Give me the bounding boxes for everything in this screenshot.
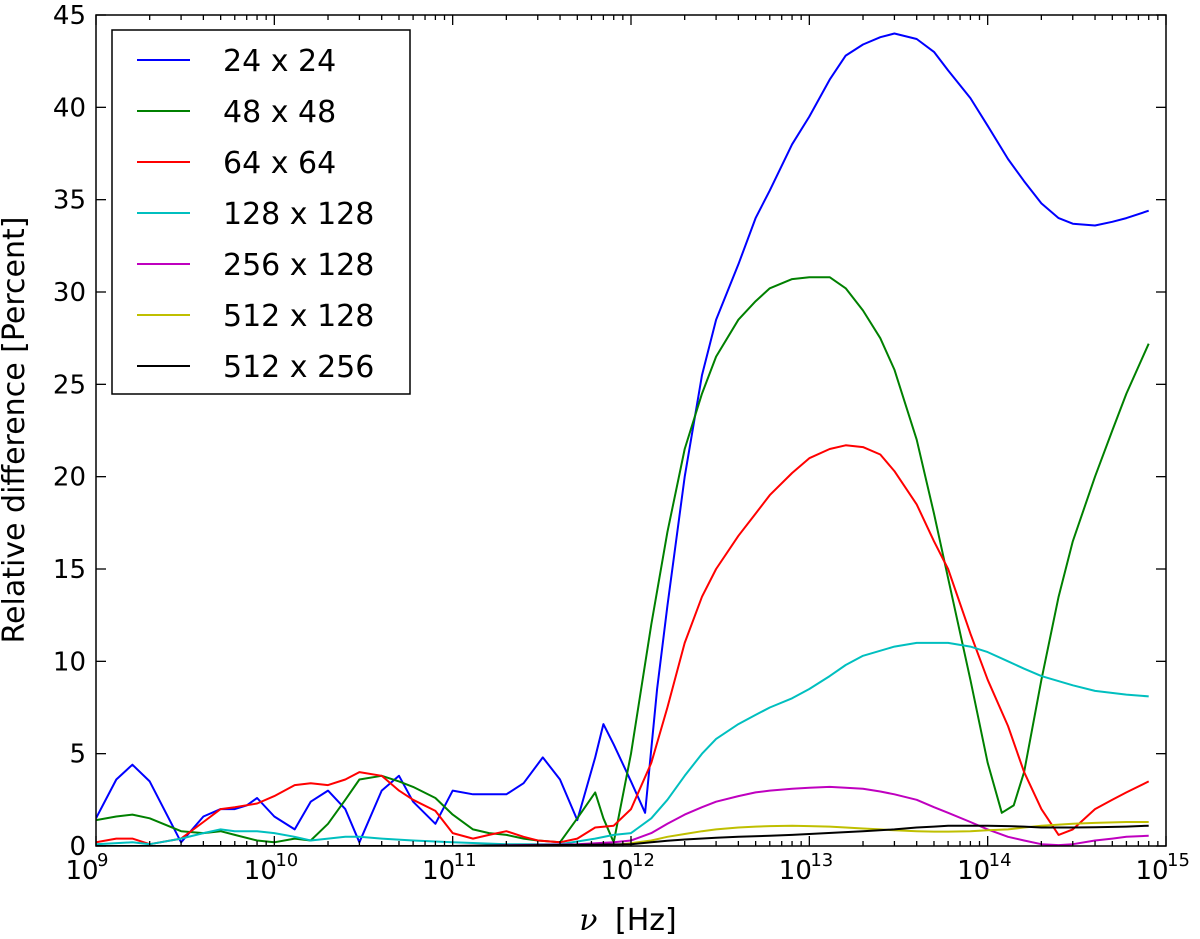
x-tick-exponent: 11 xyxy=(454,850,477,871)
y-tick-label: 5 xyxy=(69,740,86,770)
x-axis-symbol: ν xyxy=(579,903,597,938)
y-tick-label: 45 xyxy=(53,1,86,31)
x-tick-exponent: 13 xyxy=(810,850,833,871)
x-tick-label: 10 xyxy=(244,856,277,886)
y-tick-label: 10 xyxy=(53,647,86,677)
legend-label-7: 512 x 256 xyxy=(223,350,374,385)
y-tick-label: 40 xyxy=(53,93,86,123)
y-tick-label: 15 xyxy=(53,555,86,585)
series-line-6 xyxy=(96,821,1149,846)
x-tick-exponent: 9 xyxy=(97,850,108,871)
legend-label-3: 64 x 64 xyxy=(223,146,336,181)
legend-label-5: 256 x 128 xyxy=(223,248,374,283)
x-tick-label: 10 xyxy=(422,856,455,886)
y-tick-label: 30 xyxy=(53,278,86,308)
series-line-1 xyxy=(96,32,1150,844)
y-tick-label: 20 xyxy=(53,463,86,493)
x-tick-label: 10 xyxy=(779,856,812,886)
axis-ticks xyxy=(95,14,1167,847)
series-line-5 xyxy=(96,785,1149,846)
series-line-3 xyxy=(96,444,1150,846)
legend-label-4: 128 x 128 xyxy=(223,197,374,232)
x-axis-unit: [Hz] xyxy=(615,903,677,938)
x-axis-label: ν [Hz] xyxy=(579,903,677,938)
legend-label-2: 48 x 48 xyxy=(223,95,336,130)
x-tick-label: 10 xyxy=(1135,856,1168,886)
legend-label-6: 512 x 128 xyxy=(223,299,374,334)
series-line-7 xyxy=(96,824,1149,846)
x-tick-exponent: 15 xyxy=(1167,850,1190,871)
legend-items: 24 x 24 48 x 48 64 x 64 128 x 128 256 x 128 5… xyxy=(137,44,374,385)
x-tick-label: 10 xyxy=(65,856,98,886)
x-tick-exponent: 12 xyxy=(632,850,655,871)
y-tick-label: 0 xyxy=(69,832,86,862)
y-axis-label: Relative difference [Percent] xyxy=(0,217,32,644)
series-layer xyxy=(96,32,1150,846)
y-tick-label: 25 xyxy=(53,370,86,400)
legend: 24 x 24 48 x 48 64 x 64 128 x 128 256 x 128 5… xyxy=(111,29,411,395)
y-tick-label: 35 xyxy=(53,186,86,216)
series-line-4 xyxy=(96,641,1149,846)
legend-label-1: 24 x 24 xyxy=(223,44,336,79)
x-tick-label: 10 xyxy=(957,856,990,886)
x-tick-exponent: 10 xyxy=(275,850,298,871)
x-tick-exponent: 14 xyxy=(989,850,1012,871)
series-line-2 xyxy=(96,276,1150,844)
x-tick-label: 10 xyxy=(600,856,633,886)
